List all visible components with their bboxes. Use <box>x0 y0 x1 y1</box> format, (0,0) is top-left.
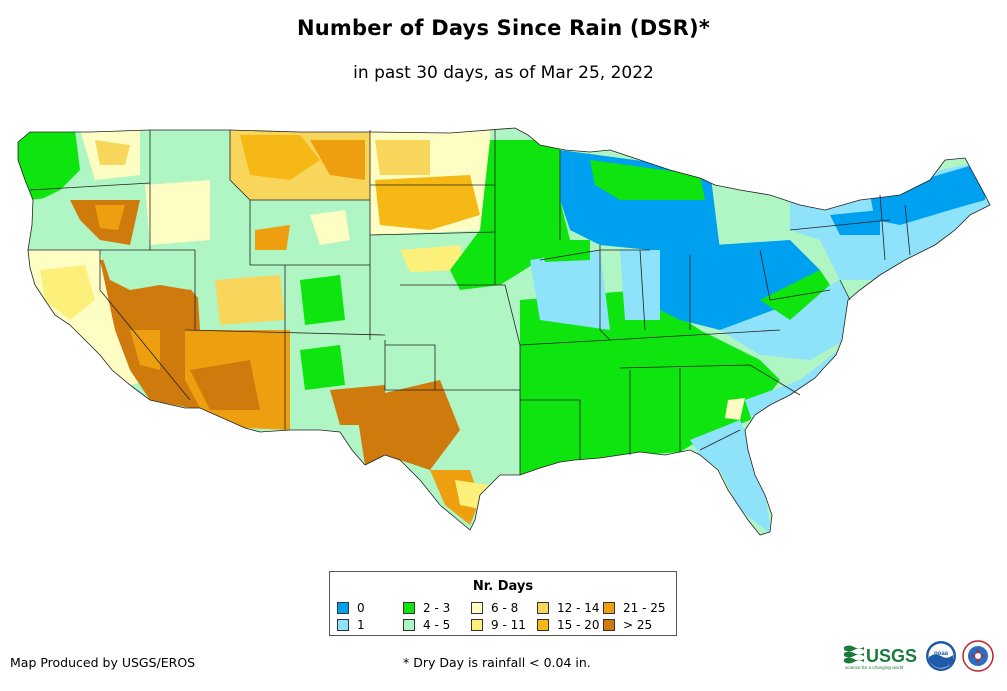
legend-item-5: 9 - 11 <box>471 619 526 631</box>
legend-label-8: 21 - 25 <box>623 601 666 615</box>
legend-swatch-2 <box>403 602 415 614</box>
legend-item-4: 6 - 8 <box>471 602 518 614</box>
legend-swatch-7 <box>537 619 549 631</box>
legend-box: Nr. Days 0 1 2 - 3 4 - 5 6 - 8 9 - 11 12… <box>329 571 677 636</box>
legend-item-3: 4 - 5 <box>403 619 450 631</box>
legend-item-0: 0 <box>337 602 365 614</box>
legend-label-0: 0 <box>357 601 365 615</box>
legend-item-7: 15 - 20 <box>537 619 600 631</box>
legend-swatch-1 <box>337 619 349 631</box>
producer-credit: Map Produced by USGS/EROS <box>10 655 196 670</box>
legend-label-7: 15 - 20 <box>557 618 600 632</box>
dry-day-footnote: * Dry Day is rainfall < 0.04 in. <box>403 655 591 670</box>
noaa-logo: noaa <box>926 641 956 671</box>
legend-item-9: > 25 <box>603 619 652 631</box>
noaa-logo-text: noaa <box>934 651 949 657</box>
legend-label-4: 6 - 8 <box>491 601 519 615</box>
legend-item-6: 12 - 14 <box>537 602 600 614</box>
legend-swatch-8 <box>603 602 615 614</box>
legend-title: Nr. Days <box>472 579 534 594</box>
usgs-logo-tagline: science for a changing world <box>845 665 904 670</box>
map-title: Number of Days Since Rain (DSR)* <box>296 16 711 40</box>
legend-label-3: 4 - 5 <box>423 618 451 632</box>
legend-label-1: 1 <box>357 618 365 632</box>
map-subtitle: in past 30 days, as of Mar 25, 2022 <box>353 63 654 83</box>
legend-item-8: 21 - 25 <box>603 602 666 614</box>
legend-swatch-3 <box>403 619 415 631</box>
nws-logo <box>962 640 994 672</box>
legend-swatch-4 <box>471 602 483 614</box>
legend-label-2: 2 - 3 <box>423 601 451 615</box>
legend-item-2: 2 - 3 <box>403 602 450 614</box>
legend-swatch-0 <box>337 602 349 614</box>
usgs-logo: USGS science for a changing world <box>844 645 917 670</box>
legend-item-1: 1 <box>337 619 365 631</box>
legend-swatch-6 <box>537 602 549 614</box>
usgs-logo-text: USGS <box>866 646 917 666</box>
legend-label-5: 9 - 11 <box>491 618 526 632</box>
legend-label-6: 12 - 14 <box>557 601 600 615</box>
legend-label-9: > 25 <box>623 618 653 632</box>
legend-swatch-5 <box>471 619 483 631</box>
legend-swatch-9 <box>603 619 615 631</box>
